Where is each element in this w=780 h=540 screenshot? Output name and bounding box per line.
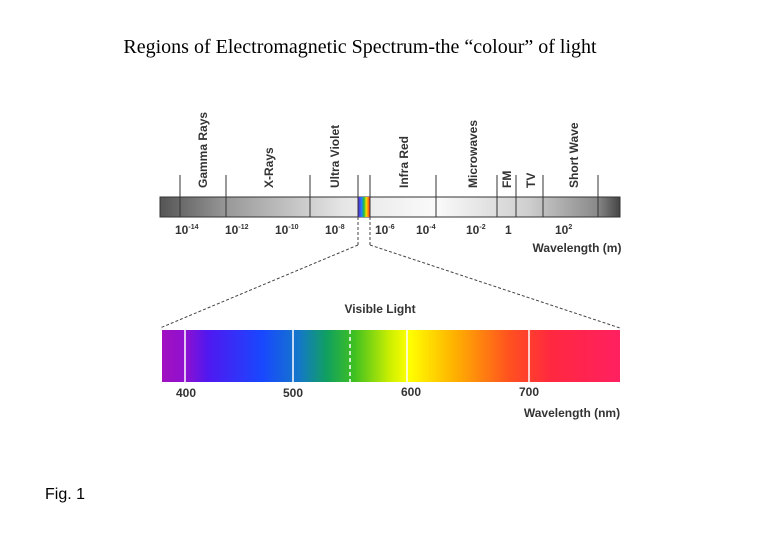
- tick-exponent: -8: [338, 224, 344, 231]
- tick-label: 102: [555, 223, 572, 237]
- visible-label: Visible Light: [344, 302, 415, 316]
- region-label: FM: [500, 171, 514, 188]
- region-label: Gamma Rays: [196, 112, 210, 188]
- zoom-lines: [159, 217, 621, 329]
- tick-label: 10-4: [416, 223, 436, 237]
- caption: Fig. 1: [45, 486, 85, 503]
- tick-base: 10: [375, 223, 389, 237]
- region-label: X-Rays: [262, 147, 276, 188]
- visible-dividers: [184, 330, 530, 382]
- region-label: TV: [524, 173, 538, 188]
- tick-exponent: -12: [238, 224, 248, 231]
- visible-band: [358, 197, 370, 217]
- tick-label: 10-8: [325, 223, 345, 237]
- tick-base: 10: [175, 223, 189, 237]
- tick-label: 1: [505, 223, 512, 237]
- tick-exponent: -2: [479, 224, 485, 231]
- tick-label: 10-10: [275, 223, 299, 237]
- tick-label: 10-14: [175, 223, 199, 237]
- tick-base: 10: [225, 223, 239, 237]
- visible-bar: [162, 330, 620, 382]
- tick-base: 1: [505, 223, 512, 237]
- region-label: Microwaves: [466, 120, 480, 188]
- region-label: Ultra Violet: [328, 125, 342, 188]
- tick-label: 700: [519, 385, 539, 399]
- tick-exponent: 2: [568, 224, 572, 231]
- tick-base: 10: [555, 223, 569, 237]
- tick-exponent: -4: [429, 224, 435, 231]
- tick-label: 600: [401, 385, 421, 399]
- title: Regions of Electromagnetic Spectrum-the …: [123, 36, 597, 58]
- axis-label: Wavelength (m): [533, 241, 622, 255]
- region-dividers: [179, 175, 599, 217]
- tick-label: 10-2: [466, 223, 486, 237]
- tick-exponent: -10: [288, 224, 298, 231]
- region-label: Short Wave: [567, 122, 581, 188]
- tick-base: 10: [275, 223, 289, 237]
- tick-base: 10: [325, 223, 339, 237]
- tick-base: 10: [416, 223, 430, 237]
- tick-label: 10-12: [225, 223, 249, 237]
- tick-label: 400: [176, 386, 196, 400]
- spectrum-bar: [159, 196, 621, 218]
- axis-label: Wavelength (nm): [524, 406, 620, 420]
- tick-exponent: -14: [188, 224, 198, 231]
- tick-label: 500: [283, 386, 303, 400]
- tick-exponent: -6: [388, 224, 394, 231]
- tick-base: 10: [466, 223, 480, 237]
- tick-label: 10-6: [375, 223, 395, 237]
- region-label: Infra Red: [397, 136, 411, 188]
